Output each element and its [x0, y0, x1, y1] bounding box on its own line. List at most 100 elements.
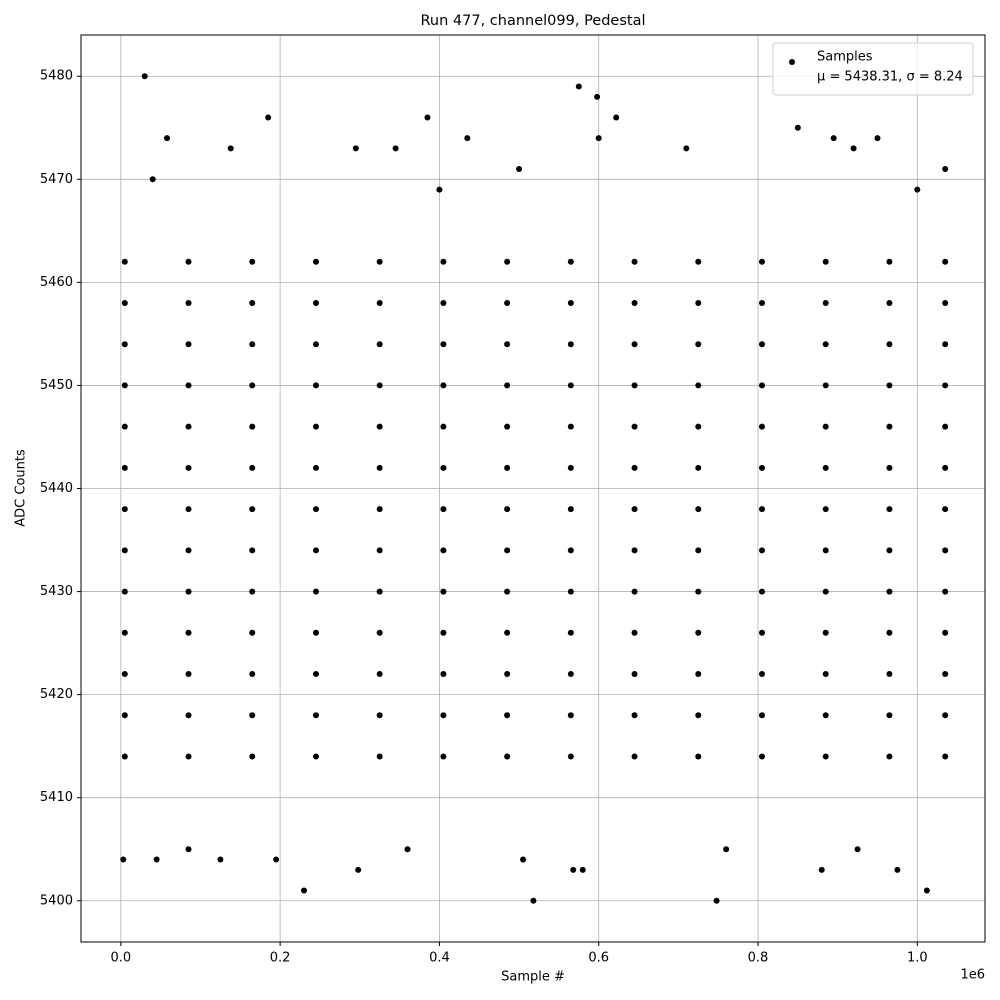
point [886, 258, 893, 265]
point [504, 506, 511, 513]
point [121, 547, 128, 554]
point [440, 547, 447, 554]
point [874, 135, 881, 142]
point [886, 382, 893, 389]
point [376, 671, 383, 678]
point [631, 258, 638, 265]
x-tick-label: 0.4 [429, 951, 450, 966]
point [312, 712, 319, 719]
point [185, 588, 192, 595]
point [312, 629, 319, 636]
point [631, 464, 638, 471]
point [713, 897, 720, 904]
point [758, 382, 765, 389]
legend-label: Samples [817, 50, 873, 65]
point [249, 753, 256, 760]
point [570, 866, 577, 873]
point [886, 464, 893, 471]
point [850, 145, 857, 152]
point [249, 712, 256, 719]
point [830, 135, 837, 142]
point [185, 382, 192, 389]
point [942, 671, 949, 678]
point [695, 712, 702, 719]
point [121, 341, 128, 348]
point [631, 547, 638, 554]
point [185, 506, 192, 513]
point [695, 341, 702, 348]
point [758, 712, 765, 719]
point [249, 382, 256, 389]
point [595, 135, 602, 142]
point [121, 629, 128, 636]
series-points [120, 73, 949, 904]
point [440, 506, 447, 513]
point [440, 299, 447, 306]
point [312, 588, 319, 595]
point [376, 753, 383, 760]
point [942, 712, 949, 719]
point [121, 464, 128, 471]
point [723, 846, 730, 853]
point [376, 629, 383, 636]
point [758, 671, 765, 678]
point [376, 712, 383, 719]
point [504, 299, 511, 306]
point [312, 258, 319, 265]
point [695, 588, 702, 595]
point [436, 186, 443, 193]
point [273, 856, 280, 863]
point [121, 588, 128, 595]
point [758, 299, 765, 306]
point [695, 671, 702, 678]
point [894, 866, 901, 873]
point [249, 588, 256, 595]
point [185, 547, 192, 554]
point [567, 258, 574, 265]
point [822, 629, 829, 636]
point [822, 382, 829, 389]
point [567, 506, 574, 513]
point [249, 341, 256, 348]
point [567, 753, 574, 760]
point [942, 341, 949, 348]
point [312, 341, 319, 348]
point [822, 506, 829, 513]
point [567, 629, 574, 636]
point [758, 547, 765, 554]
point [312, 547, 319, 554]
point [376, 588, 383, 595]
point [631, 382, 638, 389]
point [249, 464, 256, 471]
point [822, 588, 829, 595]
point [695, 423, 702, 430]
point [376, 258, 383, 265]
point [886, 506, 893, 513]
point [121, 671, 128, 678]
point [249, 258, 256, 265]
point [695, 753, 702, 760]
point [440, 629, 447, 636]
point [631, 671, 638, 678]
point [758, 423, 765, 430]
point [376, 506, 383, 513]
point [504, 547, 511, 554]
point [504, 382, 511, 389]
point [942, 299, 949, 306]
point [567, 341, 574, 348]
x-tick-label: 0.8 [748, 951, 769, 966]
point [613, 114, 620, 121]
point [312, 382, 319, 389]
point [185, 341, 192, 348]
point [822, 464, 829, 471]
point [312, 299, 319, 306]
y-tick-label: 5400 [40, 893, 73, 908]
point [886, 629, 893, 636]
point [185, 629, 192, 636]
legend-marker [789, 59, 795, 65]
point [504, 629, 511, 636]
point [227, 145, 234, 152]
y-tick-label: 5440 [40, 481, 73, 496]
point [464, 135, 471, 142]
point [520, 856, 527, 863]
